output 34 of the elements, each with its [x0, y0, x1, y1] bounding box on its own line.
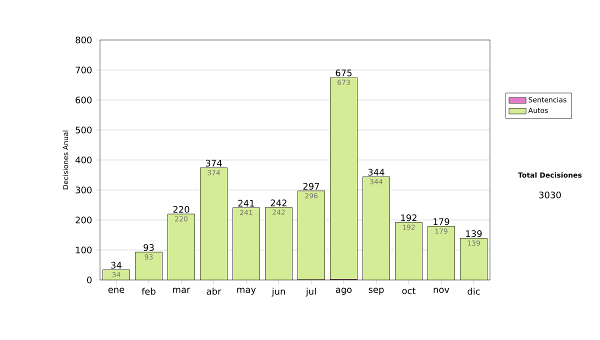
x-tick-label: mar — [173, 288, 190, 293]
y-tick-label: 200 — [76, 216, 92, 224]
y-tick-label: 700 — [76, 66, 92, 74]
x-tick-label: jun — [272, 288, 285, 296]
total-label: 139 — [466, 230, 482, 238]
y-tick-label: 100 — [76, 246, 92, 254]
x-tick-label: sep — [368, 288, 384, 295]
total-label: 297 — [303, 182, 320, 190]
x-tick-label: oct — [402, 288, 416, 294]
y-tick-label: 400 — [75, 156, 92, 164]
x-tick-label: dic — [468, 288, 480, 295]
total-label: 344 — [368, 168, 384, 176]
total-label: 242 — [270, 200, 286, 206]
total-label: 192 — [401, 214, 416, 222]
text: 3030 — [539, 192, 561, 198]
total-label: 374 — [206, 160, 222, 167]
x-tick-label: nov — [434, 288, 450, 293]
total-label: 675 — [336, 69, 352, 76]
total-label: 179 — [434, 218, 450, 226]
y-tick-label: 300 — [76, 186, 92, 194]
x-tick-label: ene — [108, 288, 124, 293]
x-tick-label: feb — [142, 288, 156, 295]
y-tick-label: 600 — [76, 96, 92, 104]
total-label: 93 — [144, 244, 154, 251]
x-tick-label: jul — [306, 288, 316, 296]
x-tick-label: may — [237, 288, 256, 295]
total-label: 241 — [238, 200, 254, 206]
y-tick-label: 500 — [76, 126, 92, 134]
x-tick-label: abr — [206, 288, 222, 295]
y-tick-label: 800 — [76, 36, 92, 44]
x-tick-label: ago — [336, 288, 352, 295]
total-label: 34 — [111, 262, 122, 269]
total-label: 220 — [173, 206, 190, 213]
y-tick-label: 0 — [87, 276, 92, 284]
